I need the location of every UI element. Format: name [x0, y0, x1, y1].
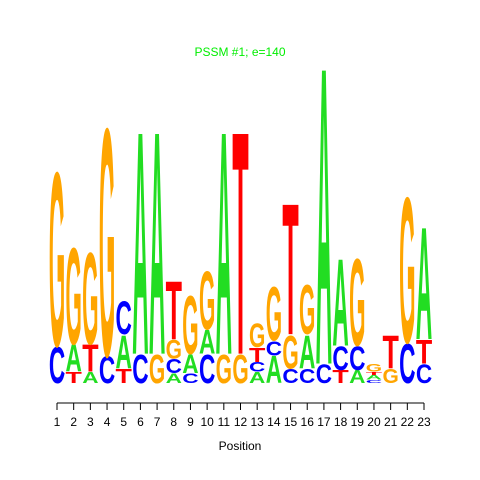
x-tick-label: 23 [417, 415, 431, 429]
logo-letter: G [399, 155, 415, 387]
logo-letter: G [99, 60, 115, 424]
logo-letter: C [132, 346, 148, 392]
logo-letter: T [282, 166, 298, 375]
x-tick-label: 22 [401, 415, 415, 429]
x-tick-label: 15 [284, 415, 298, 429]
logo-letter: C [399, 333, 415, 396]
x-tick-label: 16 [301, 415, 315, 429]
x-tick-label: 10 [200, 415, 214, 429]
logo-letter: C [332, 341, 348, 379]
logo-letter: G [266, 271, 282, 357]
logo-letter: G [382, 365, 398, 388]
logo-letter: A [332, 233, 348, 372]
logo-letter: A [299, 325, 315, 379]
logo-letter: A [199, 324, 215, 362]
logo-letter: C [182, 371, 198, 386]
logo-letter: G [182, 278, 198, 371]
logo-letter: G [366, 362, 382, 375]
logo-letter: A [166, 371, 182, 386]
logo-letter: A [132, 64, 148, 421]
logo-letter: A [366, 374, 382, 382]
logo-letter: A [66, 336, 82, 380]
logo-letter: C [316, 359, 332, 389]
x-tick-label: 8 [170, 415, 177, 429]
x-tick-label: 21 [384, 415, 398, 429]
logo-letter: G [249, 316, 265, 354]
logo-letter: G [49, 121, 65, 399]
x-tick-label: 4 [104, 415, 111, 429]
logo-letter: A [82, 369, 98, 387]
logo-letter: G [199, 254, 215, 347]
logo-letter: C [349, 341, 365, 379]
logo-letter: G [232, 347, 248, 392]
logo-letter: T [366, 371, 383, 376]
logo-letter: C [416, 359, 432, 389]
logo-letter: T [232, 65, 248, 422]
logo-letter: C [199, 346, 215, 392]
logo-letter: C [299, 365, 315, 388]
logo-letter: A [216, 64, 232, 421]
chart-title: PSSM #1; e=140 [194, 45, 285, 59]
logo-letter: G [299, 270, 315, 349]
x-tick-label: 9 [187, 415, 194, 429]
x-tick-label: 20 [367, 415, 381, 429]
x-tick-label: 6 [137, 415, 144, 429]
logo-letter: C [249, 359, 265, 374]
logo-letter: C [99, 348, 115, 392]
logo-letter: C [116, 291, 132, 345]
logo-letter: G [216, 347, 232, 392]
x-axis-title: Position [219, 439, 262, 453]
logo-letter: G [282, 326, 298, 379]
logo-letter: C [282, 365, 298, 388]
x-tick-label: 7 [154, 415, 161, 429]
logo-letter: T [82, 338, 98, 381]
x-tick-label: 2 [70, 415, 77, 429]
logo-letter: T [116, 365, 133, 388]
x-tick-label: 12 [234, 415, 248, 429]
logo-letter: A [416, 195, 432, 374]
logo-letter: G [349, 233, 365, 372]
logo-letter: G [149, 347, 165, 392]
x-tick-label: 3 [87, 415, 94, 429]
logo-letter: C [49, 336, 65, 394]
logo-letter: G [82, 225, 98, 372]
logo-letter: T [332, 366, 348, 387]
logo-letter: T [416, 333, 433, 371]
x-tick-label: 11 [218, 415, 231, 429]
logo-letter: T [249, 344, 266, 367]
logo-letter: C [266, 337, 282, 360]
logo-letter: C [166, 355, 182, 378]
logo-letter: T [382, 326, 399, 379]
logo-letter: G [66, 219, 82, 373]
logo-letter: A [249, 369, 265, 387]
x-tick-label: 5 [120, 415, 127, 429]
x-tick-label: 1 [54, 415, 61, 429]
x-tick-label: 13 [251, 415, 265, 429]
logo-letter: A [149, 64, 165, 421]
logo-letter: A [116, 325, 132, 379]
x-tick-label: 18 [334, 415, 348, 429]
logo-letter: T [66, 369, 83, 387]
logo-letter: C [366, 379, 383, 384]
logo-letter: A [316, 0, 332, 454]
x-tick-label: 14 [267, 415, 281, 429]
logo-letter: A [182, 349, 198, 379]
logo-letter: A [266, 348, 282, 392]
logo-letter: A [349, 367, 366, 387]
x-tick-label: 19 [351, 415, 365, 429]
x-tick-label: 17 [317, 415, 331, 429]
logo-letter: G [166, 335, 182, 365]
logo-letter: T [166, 265, 182, 358]
